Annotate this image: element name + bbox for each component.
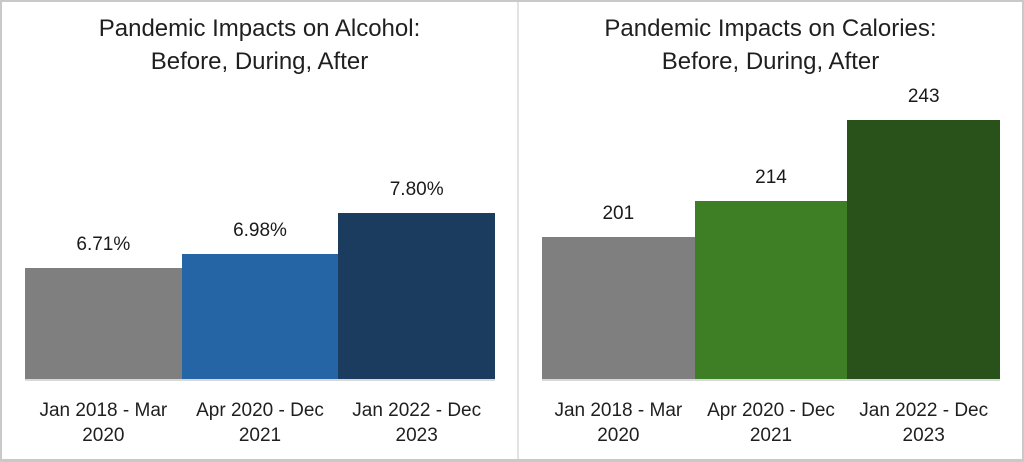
bar-value-label: 243: [907, 86, 940, 107]
x-axis-category-label: Jan 2022 - Dec 2023: [847, 398, 1000, 448]
x-axis-category-line-2: 2023: [395, 425, 438, 446]
bar-value-label: 7.80%: [389, 179, 444, 200]
bar-apr-2020-dec-2021: [181, 254, 339, 379]
x-axis-category-line-2: 2020: [82, 425, 125, 446]
bar-column: 6.71%: [25, 193, 182, 379]
x-axis-category-label: Jan 2018 - Mar 2020: [25, 398, 182, 448]
bar-column: 243: [847, 86, 1001, 379]
x-axis-category-label: Apr 2020 - Dec 2021: [182, 398, 339, 448]
bar-value-label: 6.71%: [76, 234, 131, 255]
x-axis-category-label: Jan 2022 - Dec 2023: [338, 398, 495, 448]
bar-column: 214: [694, 101, 848, 379]
x-axis-category-line-2: 2020: [597, 425, 640, 446]
bar-column: 6.98%: [181, 193, 339, 379]
bar-column: 7.80%: [338, 179, 496, 379]
chart-title-alcohol: Pandemic Impacts on Alcohol: Before, Duri…: [10, 12, 509, 78]
chart-title-line-2: Before, During, After: [661, 48, 880, 75]
chart-title-calories: Pandemic Impacts on Calories: Before, Dur…: [527, 12, 1014, 78]
chart-panel-alcohol: Pandemic Impacts on Alcohol: Before, Duri…: [2, 2, 519, 459]
chart-title-line-1: Pandemic Impacts on Calories:: [604, 15, 937, 42]
chart-panel-calories: Pandemic Impacts on Calories: Before, Dur…: [519, 2, 1022, 459]
plot-area-alcohol: 6.71% 6.98% 7.80%: [25, 179, 496, 381]
x-axis-category-line-2: 2021: [749, 425, 793, 446]
x-axis-alcohol: Jan 2018 - Mar 2020 Apr 2020 - Dec 2021 Jan …: [25, 398, 495, 448]
bar-jan-2018-mar-2020: [542, 237, 695, 379]
chart-title-line-2: Before, During, After: [150, 48, 369, 75]
bar-jan-2022-dec-2023: [847, 120, 1001, 379]
x-axis-category-line-2: 2021: [238, 425, 282, 446]
bar-value-label: 201: [602, 203, 635, 224]
x-axis-category-line-1: Jan 2018 - Mar: [554, 400, 683, 421]
plot-area-calories: 201 214 243: [542, 86, 1001, 381]
x-axis-category-line-1: Jan 2022 - Dec: [859, 400, 989, 421]
x-axis-calories: Jan 2018 - Mar 2020 Apr 2020 - Dec 2021 Jan …: [542, 398, 1000, 448]
x-axis-category-line-1: Apr 2020 - Dec: [707, 400, 835, 421]
x-axis-category-line-1: Jan 2018 - Mar: [39, 400, 168, 421]
x-axis-category-label: Apr 2020 - Dec 2021: [695, 398, 848, 448]
bar-column: 201: [542, 101, 695, 379]
chart-title-line-1: Pandemic Impacts on Alcohol:: [98, 15, 421, 42]
x-axis-category-label: Jan 2018 - Mar 2020: [542, 398, 695, 448]
x-axis-category-line-2: 2023: [902, 425, 945, 446]
bar-value-label: 214: [755, 167, 787, 188]
x-axis-category-line-1: Apr 2020 - Dec: [196, 400, 324, 421]
bar-jan-2018-mar-2020: [25, 268, 182, 379]
bar-apr-2020-dec-2021: [694, 201, 848, 379]
bar-value-label: 6.98%: [233, 220, 287, 241]
bar-jan-2022-dec-2023: [338, 213, 496, 379]
x-axis-category-line-1: Jan 2022 - Dec: [352, 400, 482, 421]
